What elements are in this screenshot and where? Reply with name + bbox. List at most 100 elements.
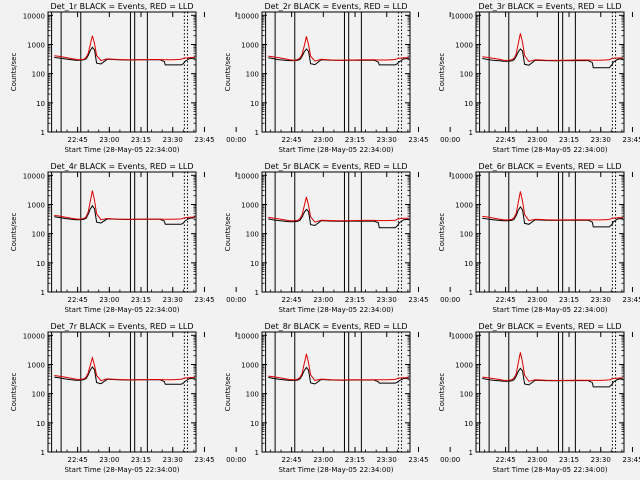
events-series-line: [54, 46, 195, 66]
x-tick-label: 23:45: [408, 296, 428, 304]
x-axis-label: Start Time (28-May-05 22:34:00): [278, 306, 393, 314]
panel-title: Det_6r BLACK = Events, RED = LLD: [478, 162, 621, 171]
x-tick-label: 23:15: [345, 456, 365, 464]
y-tick-label: 10000: [451, 12, 473, 20]
x-tick-label: 23:45: [622, 456, 640, 464]
lld-series-line: [54, 35, 195, 62]
x-tick-label: 23:30: [163, 136, 183, 144]
plot-frame: [261, 331, 411, 453]
x-tick-label: 23:30: [377, 456, 397, 464]
x-tick-label: 00:00: [440, 296, 460, 304]
x-tick-label: 23:30: [377, 136, 397, 144]
x-tick-label: 23:30: [591, 456, 611, 464]
y-tick-label: 100: [32, 71, 45, 79]
y-tick-label: 10: [36, 260, 45, 268]
plot-frame: [261, 171, 411, 293]
y-tick-label: 10: [36, 420, 45, 428]
x-tick-label: 22:45: [282, 296, 302, 304]
x-tick-label: 23:15: [559, 136, 579, 144]
x-tick-label: 23:00: [527, 456, 547, 464]
x-tick-label: 23:15: [131, 456, 151, 464]
x-tick-label: 22:45: [282, 136, 302, 144]
x-tick-label: 23:00: [313, 456, 333, 464]
x-tick-label: 23:45: [194, 136, 214, 144]
x-tick-label: 23:30: [163, 296, 183, 304]
y-tick-label: 100: [246, 231, 259, 239]
x-tick-label: 22:45: [496, 296, 516, 304]
y-tick-label: 100: [32, 231, 45, 239]
events-series-line: [54, 366, 195, 385]
x-tick-label: 22:45: [282, 456, 302, 464]
x-tick-label: 23:30: [377, 296, 397, 304]
panel: Det_8r BLACK = Events, RED = LLD Counts/s…: [224, 322, 460, 474]
y-tick-label: 100: [246, 391, 259, 399]
y-tick-label: 1: [255, 129, 259, 137]
plot-frame: [475, 331, 625, 453]
x-tick-label: 23:00: [313, 136, 333, 144]
lld-series-line: [268, 196, 409, 223]
y-tick-label: 10: [464, 100, 473, 108]
plot-frame: [47, 331, 197, 453]
x-axis-label: Start Time (28-May-05 22:34:00): [492, 466, 607, 474]
y-tick-label: 10000: [451, 332, 473, 340]
y-tick-label: 1000: [27, 361, 45, 369]
x-tick-label: 23:15: [345, 136, 365, 144]
x-tick-label: 00:00: [440, 136, 460, 144]
events-series-line: [268, 48, 409, 66]
x-tick-label: 23:15: [131, 136, 151, 144]
lld-series-line: [268, 36, 409, 62]
x-tick-label: 23:00: [527, 136, 547, 144]
x-tick-label: 22:45: [68, 136, 88, 144]
y-tick-label: 1: [469, 449, 473, 457]
y-axis-label: Counts/sec: [224, 53, 232, 92]
events-series-line: [268, 366, 409, 385]
x-tick-label: 23:45: [408, 456, 428, 464]
panel-title: Det_7r BLACK = Events, RED = LLD: [50, 322, 193, 331]
y-tick-label: 10000: [237, 12, 259, 20]
y-tick-label: 1: [41, 449, 45, 457]
y-tick-label: 10: [250, 420, 259, 428]
panel: Det_3r BLACK = Events, RED = LLD Counts/s…: [438, 2, 640, 154]
x-tick-label: 23:15: [345, 296, 365, 304]
y-tick-label: 1: [469, 289, 473, 297]
x-tick-label: 00:00: [226, 296, 246, 304]
panel: Det_4r BLACK = Events, RED = LLD Counts/s…: [10, 162, 246, 314]
panel: Det_5r BLACK = Events, RED = LLD Counts/s…: [224, 162, 460, 314]
x-tick-label: 22:45: [496, 456, 516, 464]
panel: Det_2r BLACK = Events, RED = LLD Counts/s…: [224, 2, 460, 154]
y-tick-label: 1000: [241, 201, 259, 209]
x-tick-label: 23:15: [131, 296, 151, 304]
y-tick-label: 100: [32, 391, 45, 399]
x-axis-label: Start Time (28-May-05 22:34:00): [64, 146, 179, 154]
y-tick-label: 10000: [23, 332, 45, 340]
x-tick-label: 23:45: [194, 296, 214, 304]
x-tick-label: 23:45: [622, 136, 640, 144]
y-tick-label: 1: [255, 289, 259, 297]
y-tick-label: 10000: [23, 172, 45, 180]
events-series-line: [482, 206, 623, 228]
y-tick-label: 1: [255, 449, 259, 457]
y-tick-label: 1: [41, 289, 45, 297]
y-tick-label: 10: [250, 100, 259, 108]
x-tick-label: 23:00: [99, 456, 119, 464]
events-series-line: [268, 208, 409, 229]
panel: Det_9r BLACK = Events, RED = LLD Counts/s…: [438, 322, 640, 474]
x-tick-label: 23:30: [163, 456, 183, 464]
y-axis-label: Counts/sec: [10, 213, 18, 252]
y-axis-label: Counts/sec: [438, 53, 446, 92]
x-tick-label: 23:00: [527, 296, 547, 304]
x-tick-label: 22:45: [68, 296, 88, 304]
y-tick-label: 10: [36, 100, 45, 108]
plot-frame: [475, 11, 625, 133]
y-tick-label: 10000: [23, 12, 45, 20]
y-tick-label: 10000: [451, 172, 473, 180]
lld-series-line: [54, 190, 195, 221]
panel: Det_7r BLACK = Events, RED = LLD Counts/s…: [10, 322, 246, 474]
lld-series-line: [482, 191, 623, 222]
x-tick-label: 23:15: [559, 456, 579, 464]
lld-series-line: [482, 33, 623, 63]
x-tick-label: 22:45: [496, 136, 516, 144]
panel-title: Det_1r BLACK = Events, RED = LLD: [50, 2, 193, 11]
plot-frame: [475, 171, 625, 293]
